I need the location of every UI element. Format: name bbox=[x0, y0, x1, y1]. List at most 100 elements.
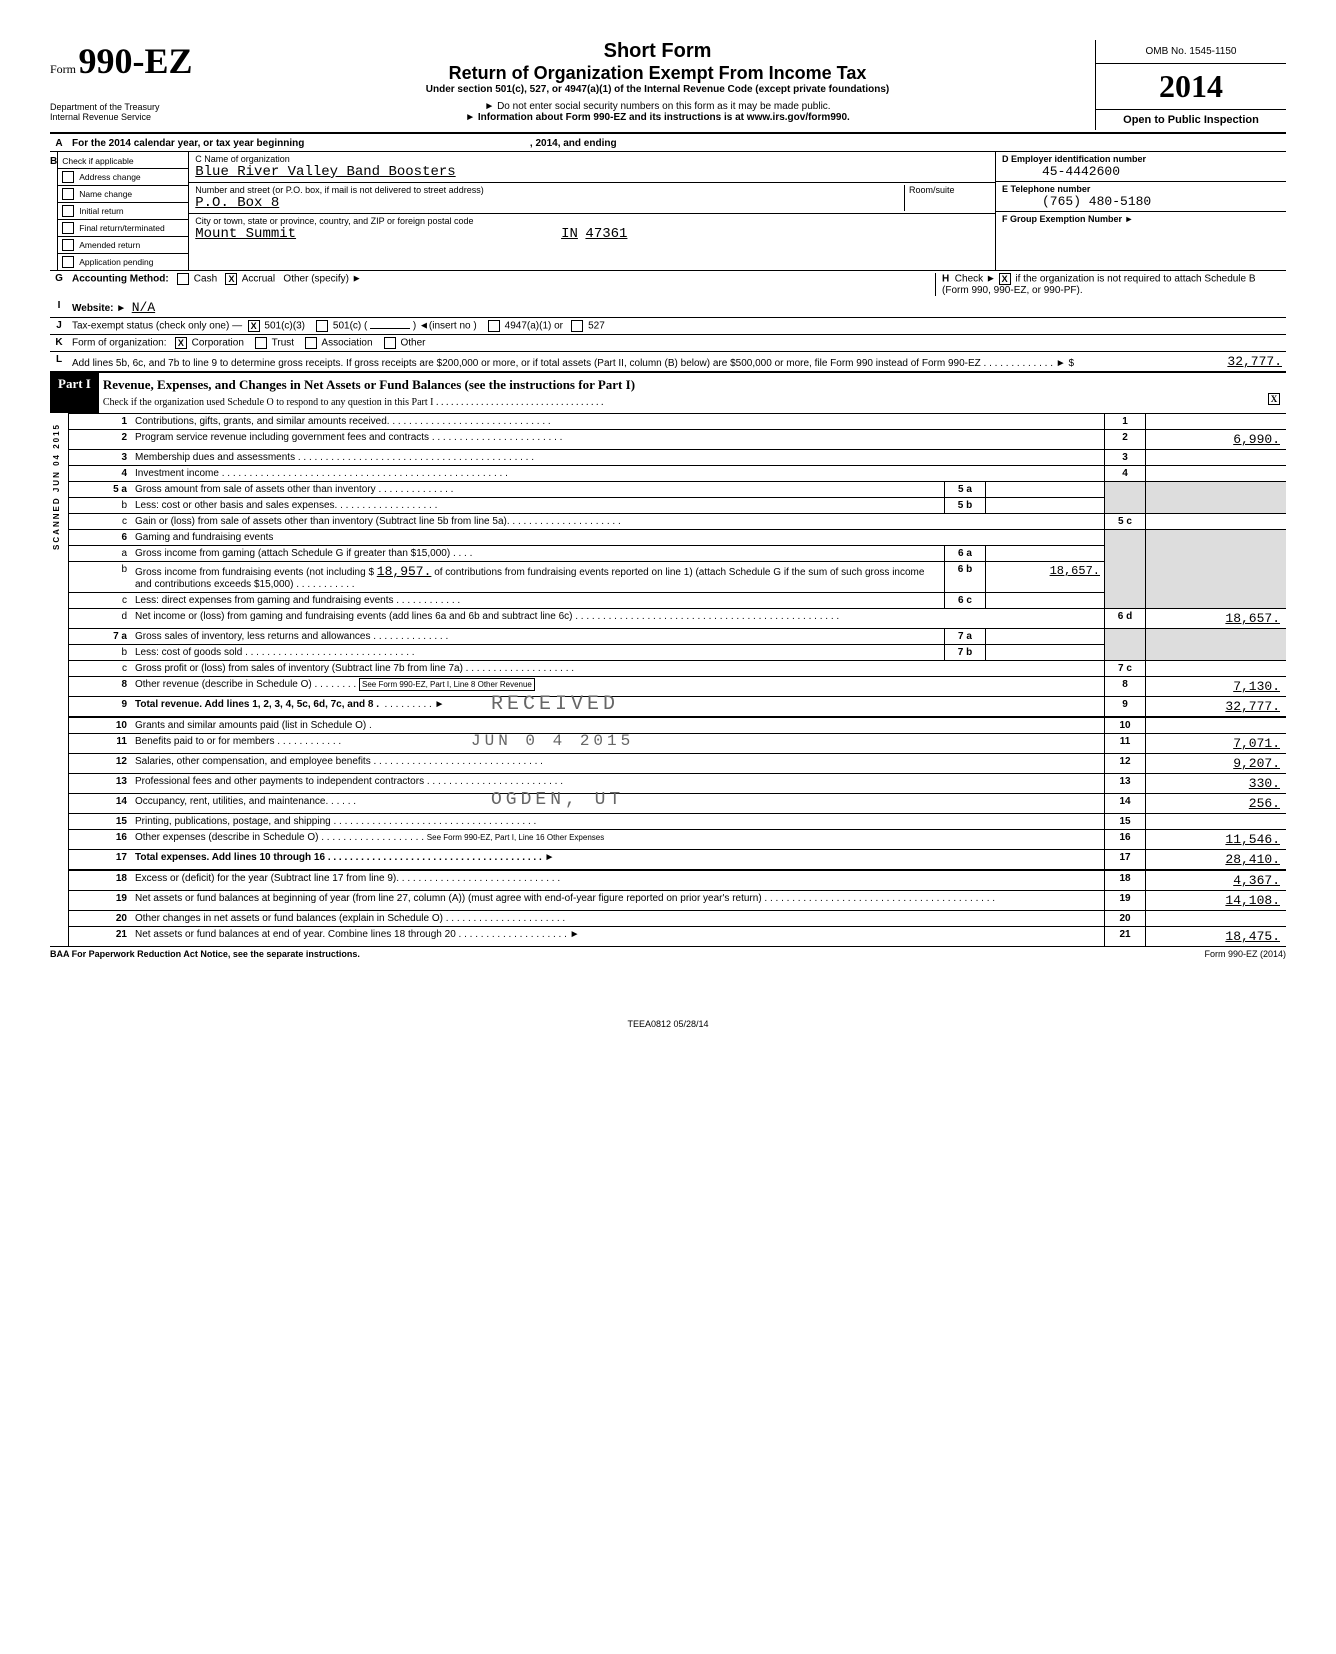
l5a-desc: Gross amount from sale of assets other t… bbox=[131, 482, 945, 498]
col-b-checkboxes: Check if applicable Address change Name … bbox=[58, 152, 189, 270]
l20-no: 20 bbox=[69, 911, 131, 927]
cb-no-schedule-b[interactable]: X bbox=[999, 273, 1011, 285]
form-number-cell: Form 990-EZ Department of the Treasury I… bbox=[50, 40, 220, 122]
l2-no: 2 bbox=[69, 430, 131, 450]
cb-501c[interactable] bbox=[316, 320, 328, 332]
footer-right: Form 990-EZ (2014) bbox=[1204, 949, 1286, 959]
l7a-no: 7 a bbox=[69, 629, 131, 645]
form-org-label: Form of organization: bbox=[72, 338, 167, 349]
l7a-desc: Gross sales of inventory, less returns a… bbox=[131, 629, 945, 645]
cb-final-return[interactable] bbox=[62, 222, 74, 234]
l3-box: 3 bbox=[1105, 450, 1146, 466]
l1-desc: Contributions, gifts, grants, and simila… bbox=[131, 414, 1105, 430]
527-label: 527 bbox=[588, 321, 605, 332]
l16-note: See Form 990-EZ, Part I, Line 16 Other E… bbox=[427, 833, 604, 842]
cash-label: Cash bbox=[194, 274, 217, 285]
l7c-no: c bbox=[69, 661, 131, 677]
line-l-value: 32,777. bbox=[1182, 354, 1282, 369]
website-value: N/A bbox=[132, 300, 155, 315]
footer: BAA For Paperwork Reduction Act Notice, … bbox=[50, 946, 1286, 959]
l13-no: 13 bbox=[69, 774, 131, 794]
ein-value: 45-4442600 bbox=[1002, 164, 1120, 179]
cb-cash[interactable] bbox=[177, 273, 189, 285]
l9-desc: Total revenue. Add lines 1, 2, 3, 4, 5c,… bbox=[131, 697, 1105, 718]
entity-block: B Check if applicable Address change Nam… bbox=[50, 151, 1286, 270]
l6b-contrib-val: 18,957. bbox=[377, 564, 432, 579]
cb-501c3[interactable]: X bbox=[248, 320, 260, 332]
l6d-no: d bbox=[69, 609, 131, 629]
other-org-label: Other bbox=[400, 338, 425, 349]
l11-val: 7,071. bbox=[1146, 734, 1287, 754]
l15-desc: Printing, publications, postage, and shi… bbox=[131, 814, 1105, 830]
cb-trust[interactable] bbox=[255, 337, 267, 349]
cb-initial-return[interactable] bbox=[62, 205, 74, 217]
l6-no: 6 bbox=[69, 530, 131, 546]
line-j: Tax-exempt status (check only one) — X 5… bbox=[68, 318, 1286, 334]
subtitle1: Under section 501(c), 527, or 4947(a)(1)… bbox=[230, 84, 1085, 95]
l15-val bbox=[1146, 814, 1287, 830]
l6b-mval: 18,657. bbox=[986, 562, 1105, 593]
line-h: H Check ► X if the organization is not r… bbox=[935, 273, 1282, 296]
l7b-no: b bbox=[69, 645, 131, 661]
l5b-mbox: 5 b bbox=[945, 498, 986, 514]
cb-accrual[interactable]: X bbox=[225, 273, 237, 285]
l16-box: 16 bbox=[1105, 830, 1146, 850]
cb-application-pending[interactable] bbox=[62, 256, 74, 268]
name-label: C Name of organization bbox=[195, 154, 290, 164]
line-g-label: G bbox=[50, 271, 68, 298]
l10-desc: Grants and similar amounts paid (list in… bbox=[131, 717, 1105, 734]
l15-no: 15 bbox=[69, 814, 131, 830]
501c-insert: ) ◄(insert no ) bbox=[413, 321, 477, 332]
cb-4947[interactable] bbox=[488, 320, 500, 332]
l15-box: 15 bbox=[1105, 814, 1146, 830]
l7a-mbox: 7 a bbox=[945, 629, 986, 645]
form-word: Form bbox=[50, 62, 76, 76]
cb-amended-return[interactable] bbox=[62, 239, 74, 251]
cb-other-org[interactable] bbox=[384, 337, 396, 349]
short-form-label: Short Form bbox=[230, 40, 1085, 63]
trust-label: Trust bbox=[272, 338, 294, 349]
l6c-mval bbox=[986, 593, 1105, 609]
h-text1: Check ► bbox=[955, 274, 996, 285]
l1-no: 1 bbox=[69, 414, 131, 430]
l21-no: 21 bbox=[69, 927, 131, 947]
l9-box: 9 bbox=[1105, 697, 1146, 718]
l13-box: 13 bbox=[1105, 774, 1146, 794]
l5a-mval bbox=[986, 482, 1105, 498]
opt-final-return: Final return/terminated bbox=[79, 223, 165, 233]
l13-desc: Professional fees and other payments to … bbox=[131, 774, 1105, 794]
l19-no: 19 bbox=[69, 891, 131, 911]
cb-527[interactable] bbox=[571, 320, 583, 332]
l17-val: 28,410. bbox=[1146, 850, 1287, 871]
cb-name-change[interactable] bbox=[62, 188, 74, 200]
cb-association[interactable] bbox=[305, 337, 317, 349]
l2-val: 6,990. bbox=[1146, 430, 1287, 450]
l17-no: 17 bbox=[69, 850, 131, 871]
l12-box: 12 bbox=[1105, 754, 1146, 774]
l3-no: 3 bbox=[69, 450, 131, 466]
city-label: City or town, state or province, country… bbox=[195, 216, 473, 226]
l4-no: 4 bbox=[69, 466, 131, 482]
main-title: Return of Organization Exempt From Incom… bbox=[230, 63, 1085, 84]
line-b-label: B bbox=[50, 152, 58, 270]
cb-address-change[interactable] bbox=[62, 171, 74, 183]
form-number: 990-EZ bbox=[79, 41, 193, 81]
l4-val bbox=[1146, 466, 1287, 482]
cb-corporation[interactable]: X bbox=[175, 337, 187, 349]
cb-schedule-o[interactable]: X bbox=[1268, 393, 1280, 405]
addr-label: Number and street (or P.O. box, if mail … bbox=[195, 185, 483, 195]
501c-label: 501(c) ( bbox=[333, 321, 367, 332]
l14-no: 14 bbox=[69, 794, 131, 814]
l7b-mbox: 7 b bbox=[945, 645, 986, 661]
l14-box: 14 bbox=[1105, 794, 1146, 814]
title-cell: Short Form Return of Organization Exempt… bbox=[220, 40, 1095, 123]
line-l-label: L bbox=[50, 352, 68, 371]
scanned-stamp: SCANNED JUN 04 2015 bbox=[52, 423, 61, 550]
501c3-label: 501(c)(3) bbox=[264, 321, 305, 332]
l5b-desc: Less: cost or other basis and sales expe… bbox=[131, 498, 945, 514]
l12-desc: Salaries, other compensation, and employ… bbox=[131, 754, 1105, 774]
l14-val: 256. bbox=[1146, 794, 1287, 814]
l17-desc: Total expenses. Add lines 10 through 16 … bbox=[131, 850, 1105, 871]
l19-val: 14,108. bbox=[1146, 891, 1287, 911]
l6c-no: c bbox=[69, 593, 131, 609]
